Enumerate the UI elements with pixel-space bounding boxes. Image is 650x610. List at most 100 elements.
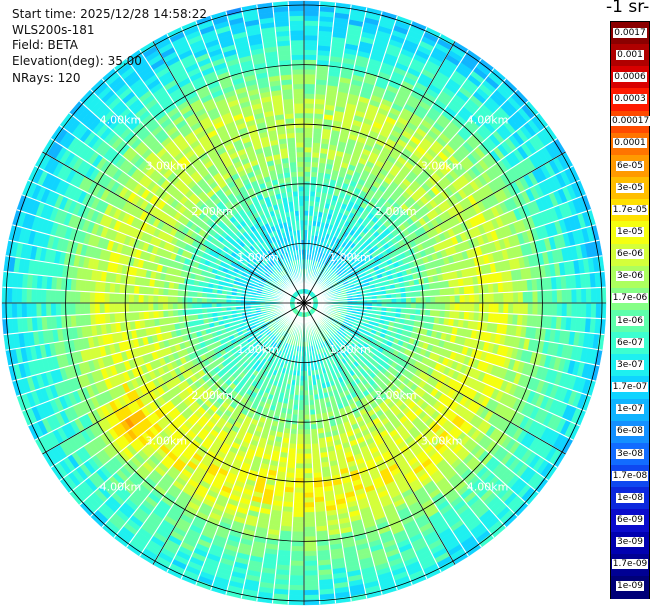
beta-range-gate xyxy=(571,302,578,318)
beta-range-gate xyxy=(74,290,81,304)
beta-range-gate xyxy=(152,294,159,304)
beta-range-gate xyxy=(167,295,173,304)
beta-range-gate xyxy=(123,302,130,313)
beta-range-gate xyxy=(138,311,145,321)
beta-range-gate xyxy=(295,463,305,469)
beta-range-gate xyxy=(303,560,319,567)
beta-range-gate xyxy=(303,453,313,460)
beta-range-gate xyxy=(289,575,305,581)
beta-range-gate xyxy=(45,302,52,317)
beta-range-gate xyxy=(108,302,115,314)
beta-range-gate xyxy=(444,302,451,311)
beta-range-gate xyxy=(295,453,305,460)
beta-range-gate xyxy=(576,302,582,318)
beta-range-gate xyxy=(439,309,446,319)
beta-range-gate xyxy=(69,302,76,316)
beta-range-gate xyxy=(30,288,37,304)
beta-range-gate xyxy=(186,296,193,304)
beta-range-gate xyxy=(303,492,315,499)
beta-range-gate xyxy=(123,293,130,304)
beta-range-gate xyxy=(157,295,164,304)
beta-range-gate xyxy=(551,302,558,317)
beta-range-gate xyxy=(118,302,125,313)
beta-range-gate xyxy=(84,291,91,304)
beta-range-gate xyxy=(289,565,305,572)
beta-range-gate xyxy=(79,302,86,315)
beta-range-gate xyxy=(444,310,451,319)
beta-range-gate xyxy=(297,409,305,416)
beta-range-gate xyxy=(311,457,322,464)
beta-range-gate xyxy=(303,487,315,494)
beta-range-gate xyxy=(289,433,298,440)
beta-range-gate xyxy=(449,310,456,320)
beta-range-gate xyxy=(296,429,305,435)
beta-range-gate xyxy=(11,287,18,304)
beta-range-gate xyxy=(303,404,310,411)
beta-range-gate xyxy=(454,302,461,312)
beta-range-gate xyxy=(16,287,23,304)
beta-range-gate xyxy=(405,302,412,309)
beta-range-gate xyxy=(503,302,509,314)
beta-range-gate xyxy=(147,294,154,304)
beta-range-gate xyxy=(143,294,149,304)
beta-range-gate xyxy=(285,472,296,479)
beta-range-gate xyxy=(143,302,149,312)
beta-range-gate xyxy=(104,292,110,304)
beta-range-gate xyxy=(522,302,529,315)
beta-range-gate xyxy=(191,296,198,304)
beta-range-gate xyxy=(566,302,573,318)
beta-range-gate xyxy=(298,404,305,411)
beta-range-gate xyxy=(290,550,305,557)
beta-range-gate xyxy=(287,448,297,455)
beta-range-gate xyxy=(26,302,32,318)
beta-range-gate xyxy=(483,302,490,313)
beta-range-gate xyxy=(133,302,139,313)
beta-range-gate xyxy=(292,516,305,523)
beta-range-gate xyxy=(527,302,534,316)
beta-range-gate xyxy=(50,289,57,304)
beta-range-gate xyxy=(303,589,320,596)
beta-range-gate xyxy=(157,310,164,319)
beta-range-gate xyxy=(288,589,305,596)
beta-range-gate xyxy=(291,526,305,533)
beta-range-gate xyxy=(303,555,318,562)
beta-range-gate xyxy=(143,310,150,321)
beta-range-gate xyxy=(493,302,500,314)
beta-range-gate xyxy=(556,302,563,317)
beta-range-gate xyxy=(303,482,314,489)
beta-range-gate xyxy=(459,302,465,312)
beta-range-gate xyxy=(303,545,318,552)
beta-range-gate xyxy=(118,293,125,304)
beta-range-gate xyxy=(581,302,587,319)
beta-range-gate xyxy=(458,310,465,321)
beta-range-gate xyxy=(303,516,316,523)
beta-range-gate xyxy=(288,594,305,601)
beta-range-gate xyxy=(439,302,446,311)
beta-range-gate xyxy=(162,287,169,297)
beta-range-gate xyxy=(294,468,305,474)
beta-range-gate xyxy=(138,302,144,312)
beta-range-gate xyxy=(312,462,322,469)
beta-range-gate xyxy=(138,285,145,295)
beta-range-gate xyxy=(162,309,169,319)
beta-range-gate xyxy=(35,302,42,318)
beta-range-gate xyxy=(21,302,27,319)
beta-range-gate xyxy=(429,309,436,317)
beta-range-gate xyxy=(303,531,317,538)
beta-range-gate xyxy=(590,302,597,319)
beta-range-gate xyxy=(290,428,298,435)
beta-range-gate xyxy=(469,302,475,313)
beta-range-gate xyxy=(463,311,470,321)
beta-range-gate xyxy=(172,302,178,311)
beta-range-gate xyxy=(595,302,602,319)
beta-range-gate xyxy=(191,302,198,310)
beta-range-gate xyxy=(453,310,460,320)
beta-range-gate xyxy=(297,414,305,421)
beta-range-gate xyxy=(482,312,490,323)
beta-range-gate xyxy=(128,284,135,295)
beta-range-gate xyxy=(30,302,37,318)
beta-range-gate xyxy=(40,302,47,318)
beta-range-gate xyxy=(167,309,174,318)
beta-range-gate xyxy=(196,297,203,304)
